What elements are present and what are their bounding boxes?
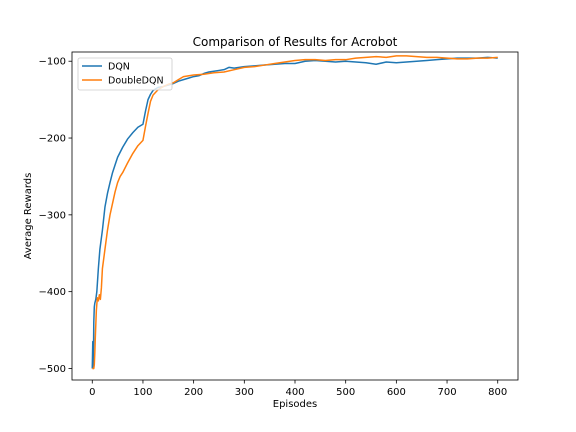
y-axis-label: Average Rewards <box>23 173 34 260</box>
legend-label-doubledqn: DoubleDQN <box>108 76 164 87</box>
x-tick-label: 700 <box>437 387 456 398</box>
legend: DQN DoubleDQN <box>77 57 173 91</box>
x-tick-label: 400 <box>285 387 304 398</box>
series-line-doubledqn <box>92 55 498 370</box>
x-axis: 0 100 200 300 400 500 600 700 800 <box>89 380 507 398</box>
y-tick-label: −200 <box>39 134 66 145</box>
x-tick-label: 500 <box>336 387 355 398</box>
series-layer <box>91 55 498 370</box>
x-tick-label: 200 <box>184 387 203 398</box>
y-tick-label: −100 <box>39 57 66 68</box>
x-tick-label: 800 <box>488 387 507 398</box>
x-tick-label: 600 <box>387 387 406 398</box>
chart-title: Comparison of Results for Acrobot <box>193 35 398 49</box>
y-tick-label: −300 <box>39 210 66 221</box>
y-tick-label: −400 <box>39 287 66 298</box>
y-tick-label: −500 <box>39 364 66 375</box>
x-axis-label: Episodes <box>273 399 317 410</box>
x-tick-label: 100 <box>133 387 152 398</box>
x-tick-label: 0 <box>89 387 95 398</box>
series-line-dqn <box>91 56 498 370</box>
x-tick-label: 300 <box>235 387 254 398</box>
y-axis: −500 −400 −300 −200 −100 <box>39 57 72 375</box>
legend-label-dqn: DQN <box>108 62 130 73</box>
